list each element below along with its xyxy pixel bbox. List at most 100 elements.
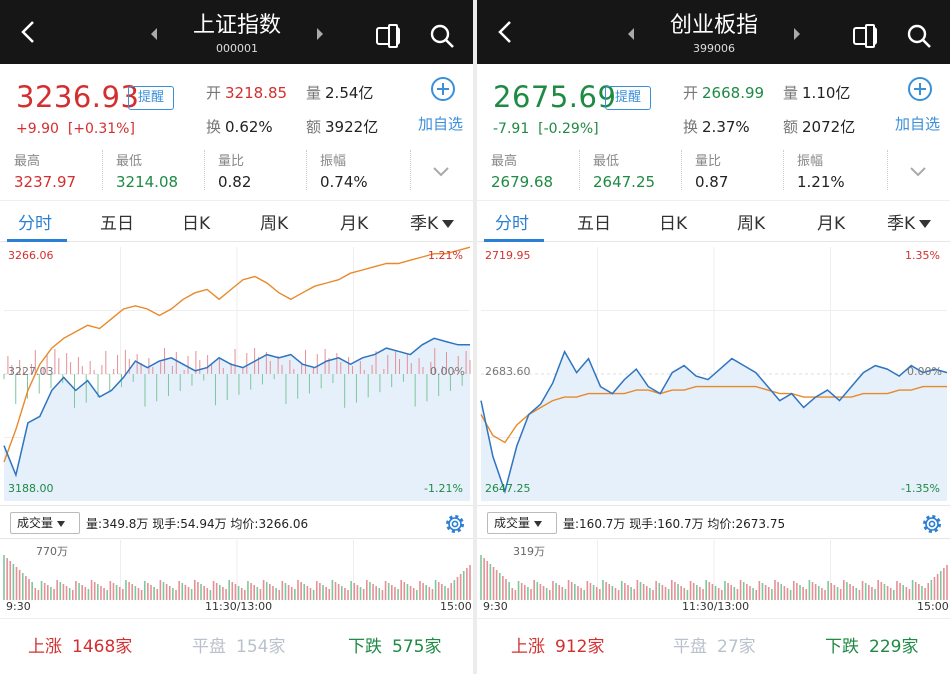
- tab-five-day[interactable]: 五日: [577, 214, 611, 234]
- time-midday: 11:30/13:00: [205, 600, 273, 613]
- time-close: 15:00: [917, 600, 949, 613]
- change-percent: [-0.29%]: [538, 121, 599, 137]
- unchanged-label: 平盘: [673, 637, 707, 657]
- indicator-select[interactable]: 成交量: [10, 512, 80, 534]
- landscape-icon[interactable]: [851, 22, 879, 50]
- dropdown-triangle-icon: [442, 220, 455, 228]
- axis-top-price: 3266.06: [8, 249, 54, 262]
- next-index-icon[interactable]: [312, 24, 328, 44]
- stat-high: 最高 3237.97: [14, 154, 77, 191]
- market-breadth: 上涨 1468家 平盘 154家 下跌 575家: [0, 618, 473, 674]
- axis-top-pct: 1.21%: [428, 249, 463, 262]
- unchanged-count: 27家: [717, 637, 756, 657]
- divider: [102, 150, 103, 190]
- stat-high: 最高 2679.68: [491, 154, 554, 191]
- back-arrow-icon[interactable]: [14, 16, 44, 48]
- time-close: 15:00: [440, 600, 472, 613]
- advancers-label: 上涨: [28, 637, 62, 657]
- market-breadth: 上涨 912家 平盘 27家 下跌 229家: [477, 618, 950, 674]
- advancers-label: 上涨: [511, 637, 545, 657]
- unchanged-label: 平盘: [192, 637, 226, 657]
- period-tabs: 分时 五日 日K 周K 月K 季K: [477, 200, 950, 242]
- volume-info: 量:349.8万 现手:54.94万 均价:3266.06: [86, 517, 309, 531]
- tab-monthly-k[interactable]: 月K: [340, 214, 369, 234]
- divider: [783, 150, 784, 190]
- tab-intraday[interactable]: 分时: [495, 214, 529, 234]
- open-field: 开 3218.85: [206, 84, 288, 102]
- chevron-down-icon[interactable]: [430, 164, 452, 180]
- volume-value: 1.10亿: [802, 84, 851, 102]
- change-percent: [+0.31%]: [67, 121, 135, 137]
- add-watchlist-button[interactable]: 加自选: [895, 115, 941, 133]
- intraday-chart[interactable]: [0, 243, 473, 505]
- advancers-count: 912家: [555, 637, 605, 657]
- back-arrow-icon[interactable]: [491, 16, 521, 48]
- intraday-chart[interactable]: [477, 243, 950, 505]
- dropdown-triangle-icon: [919, 220, 932, 228]
- active-tab-indicator: [7, 239, 67, 242]
- gear-icon[interactable]: [921, 513, 943, 535]
- tab-daily-k[interactable]: 日K: [659, 214, 688, 234]
- gear-icon[interactable]: [444, 513, 466, 535]
- axis-mid-pct: 0.00%: [430, 365, 465, 378]
- chevron-down-icon[interactable]: [907, 164, 929, 180]
- add-watchlist-button[interactable]: 加自选: [418, 115, 464, 133]
- index-code: 000001: [216, 42, 258, 55]
- prev-index-icon[interactable]: [623, 24, 639, 44]
- divider: [410, 150, 411, 190]
- remind-button[interactable]: 提醒: [605, 86, 651, 110]
- volume-max-label: 319万: [513, 545, 545, 558]
- landscape-icon[interactable]: [374, 22, 402, 50]
- tab-weekly-k[interactable]: 周K: [260, 214, 289, 234]
- stat-low: 最低 2647.25: [593, 154, 656, 191]
- average-price-line: [480, 385, 947, 444]
- divider: [887, 150, 888, 190]
- index-code: 399006: [693, 42, 735, 55]
- volume-info: 量:160.7万 现手:160.7万 均价:2673.75: [563, 517, 786, 531]
- divider: [681, 150, 682, 190]
- unchanged-count: 154家: [236, 637, 286, 657]
- tab-daily-k[interactable]: 日K: [182, 214, 211, 234]
- axis-bottom-price: 3188.00: [8, 482, 54, 495]
- next-index-icon[interactable]: [789, 24, 805, 44]
- stat-low: 最低 3214.08: [116, 154, 179, 191]
- turnover-value: 2.37%: [702, 118, 750, 136]
- amount-field: 额 2072亿: [783, 118, 856, 136]
- tab-quarterly-k[interactable]: 季K: [887, 209, 932, 234]
- tab-five-day[interactable]: 五日: [100, 214, 134, 234]
- period-tabs: 分时 五日 日K 周K 月K 季K: [0, 200, 473, 242]
- axis-mid-pct: 0.00%: [907, 365, 942, 378]
- current-price: 2675.69: [493, 80, 617, 114]
- open-field: 开 2668.99: [683, 84, 765, 102]
- tab-intraday[interactable]: 分时: [18, 214, 52, 234]
- search-icon[interactable]: [428, 22, 456, 50]
- stat-volume-ratio: 量比 0.87: [695, 154, 729, 191]
- axis-bottom-pct: -1.21%: [424, 482, 463, 495]
- divider: [204, 150, 205, 190]
- change-value: +9.90: [16, 121, 59, 137]
- tab-quarterly-k[interactable]: 季K: [410, 209, 455, 234]
- search-icon[interactable]: [905, 22, 933, 50]
- add-watchlist-icon[interactable]: [430, 76, 456, 102]
- indicator-bar: 成交量 量:160.7万 现手:160.7万 均价:2673.75: [477, 505, 950, 539]
- tab-monthly-k[interactable]: 月K: [817, 214, 846, 234]
- prev-index-icon[interactable]: [146, 24, 162, 44]
- remind-button[interactable]: 提醒: [128, 86, 174, 110]
- divider: [306, 150, 307, 190]
- time-open: 9:30: [483, 600, 508, 613]
- price-line: [3, 337, 470, 478]
- turnover-value: 0.62%: [225, 118, 273, 136]
- axis-mid-price: 2683.60: [485, 365, 531, 378]
- index-title: 创业板指: [669, 13, 758, 38]
- turnover-field: 换 2.37%: [683, 118, 750, 136]
- tab-weekly-k[interactable]: 周K: [737, 214, 766, 234]
- add-watchlist-icon[interactable]: [907, 76, 933, 102]
- open-value: 2668.99: [702, 84, 765, 102]
- index-title: 上证指数: [192, 13, 281, 38]
- indicator-select[interactable]: 成交量: [487, 512, 557, 534]
- axis-top-price: 2719.95: [485, 249, 531, 262]
- time-open: 9:30: [6, 600, 31, 613]
- stat-amplitude: 振幅 1.21%: [797, 154, 845, 191]
- active-tab-indicator: [484, 239, 544, 242]
